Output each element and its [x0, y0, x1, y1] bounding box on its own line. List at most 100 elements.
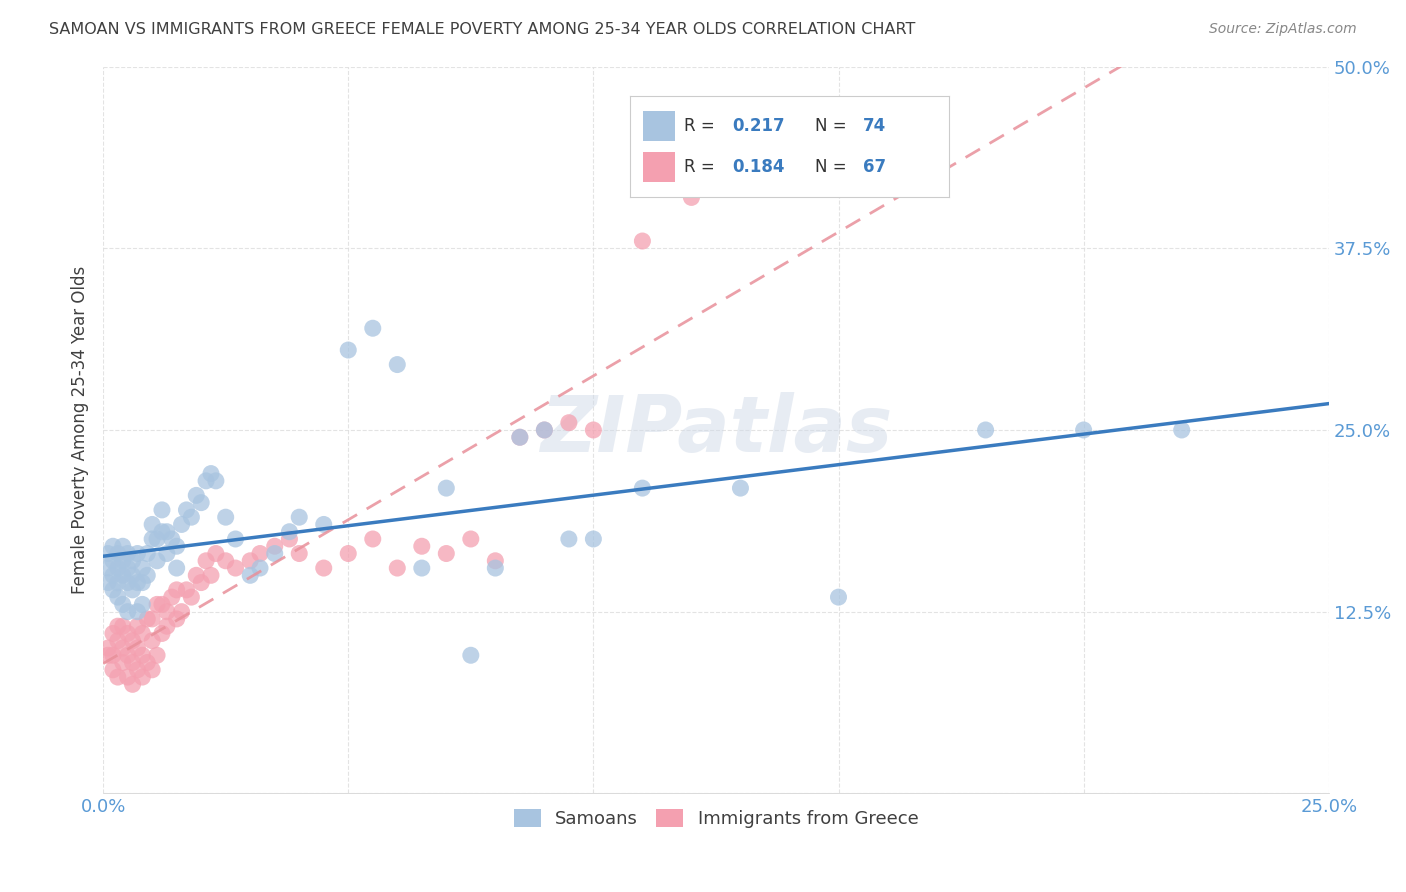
- Point: [337, 547, 360, 561]
- Point: [141, 612, 163, 626]
- Point: [107, 619, 129, 633]
- Point: [131, 575, 153, 590]
- Point: [278, 524, 301, 539]
- Point: [150, 524, 173, 539]
- Point: [186, 568, 208, 582]
- Point: [101, 568, 124, 582]
- Point: [176, 582, 198, 597]
- Point: [166, 539, 188, 553]
- Point: [107, 575, 129, 590]
- Point: [1170, 423, 1192, 437]
- Point: [107, 670, 129, 684]
- Point: [166, 561, 188, 575]
- Point: [200, 467, 222, 481]
- Point: [215, 554, 238, 568]
- Point: [117, 648, 139, 663]
- Point: [249, 547, 271, 561]
- Point: [509, 430, 531, 444]
- Point: [141, 663, 163, 677]
- Point: [263, 539, 285, 553]
- Legend: Samoans, Immigrants from Greece: Samoans, Immigrants from Greece: [506, 801, 925, 835]
- Point: [361, 321, 384, 335]
- Point: [387, 561, 409, 575]
- Point: [146, 532, 169, 546]
- Point: [97, 575, 120, 590]
- Point: [127, 640, 149, 655]
- Point: [558, 532, 581, 546]
- Point: [190, 496, 212, 510]
- Point: [411, 561, 433, 575]
- Point: [131, 561, 153, 575]
- Point: [121, 554, 143, 568]
- Point: [127, 605, 149, 619]
- Point: [131, 648, 153, 663]
- Point: [141, 517, 163, 532]
- Point: [195, 474, 218, 488]
- Point: [170, 517, 193, 532]
- Point: [117, 670, 139, 684]
- Point: [111, 568, 134, 582]
- Point: [146, 598, 169, 612]
- Point: [107, 590, 129, 604]
- Point: [121, 582, 143, 597]
- Point: [107, 561, 129, 575]
- Point: [434, 481, 457, 495]
- Point: [127, 575, 149, 590]
- Point: [166, 582, 188, 597]
- Point: [239, 568, 262, 582]
- Point: [131, 670, 153, 684]
- Point: [127, 663, 149, 677]
- Point: [107, 547, 129, 561]
- Point: [141, 633, 163, 648]
- Point: [827, 590, 849, 604]
- Point: [1073, 423, 1095, 437]
- Point: [127, 619, 149, 633]
- Point: [101, 663, 124, 677]
- Point: [166, 612, 188, 626]
- Point: [136, 612, 159, 626]
- Point: [484, 561, 506, 575]
- Point: [156, 524, 179, 539]
- Point: [312, 561, 335, 575]
- Point: [136, 547, 159, 561]
- Point: [558, 416, 581, 430]
- Point: [136, 568, 159, 582]
- Point: [288, 510, 311, 524]
- Point: [117, 626, 139, 640]
- Point: [205, 547, 228, 561]
- Point: [111, 539, 134, 553]
- Point: [180, 510, 202, 524]
- Point: [111, 598, 134, 612]
- Point: [111, 619, 134, 633]
- Point: [97, 648, 120, 663]
- Point: [131, 598, 153, 612]
- Point: [127, 547, 149, 561]
- Point: [533, 423, 555, 437]
- Point: [460, 648, 482, 663]
- Point: [121, 568, 143, 582]
- Point: [97, 547, 120, 561]
- Point: [160, 532, 183, 546]
- Point: [582, 532, 605, 546]
- Point: [131, 626, 153, 640]
- Point: [484, 554, 506, 568]
- Point: [156, 619, 179, 633]
- Point: [288, 547, 311, 561]
- Point: [150, 626, 173, 640]
- Point: [170, 605, 193, 619]
- Point: [117, 547, 139, 561]
- Point: [195, 554, 218, 568]
- Point: [387, 358, 409, 372]
- Point: [533, 423, 555, 437]
- Text: SAMOAN VS IMMIGRANTS FROM GREECE FEMALE POVERTY AMONG 25-34 YEAR OLDS CORRELATIO: SAMOAN VS IMMIGRANTS FROM GREECE FEMALE …: [49, 22, 915, 37]
- Point: [681, 190, 703, 204]
- Point: [180, 590, 202, 604]
- Point: [121, 677, 143, 691]
- Point: [205, 474, 228, 488]
- Point: [156, 605, 179, 619]
- Point: [117, 605, 139, 619]
- Point: [121, 656, 143, 670]
- Point: [224, 561, 246, 575]
- Point: [117, 575, 139, 590]
- Point: [434, 547, 457, 561]
